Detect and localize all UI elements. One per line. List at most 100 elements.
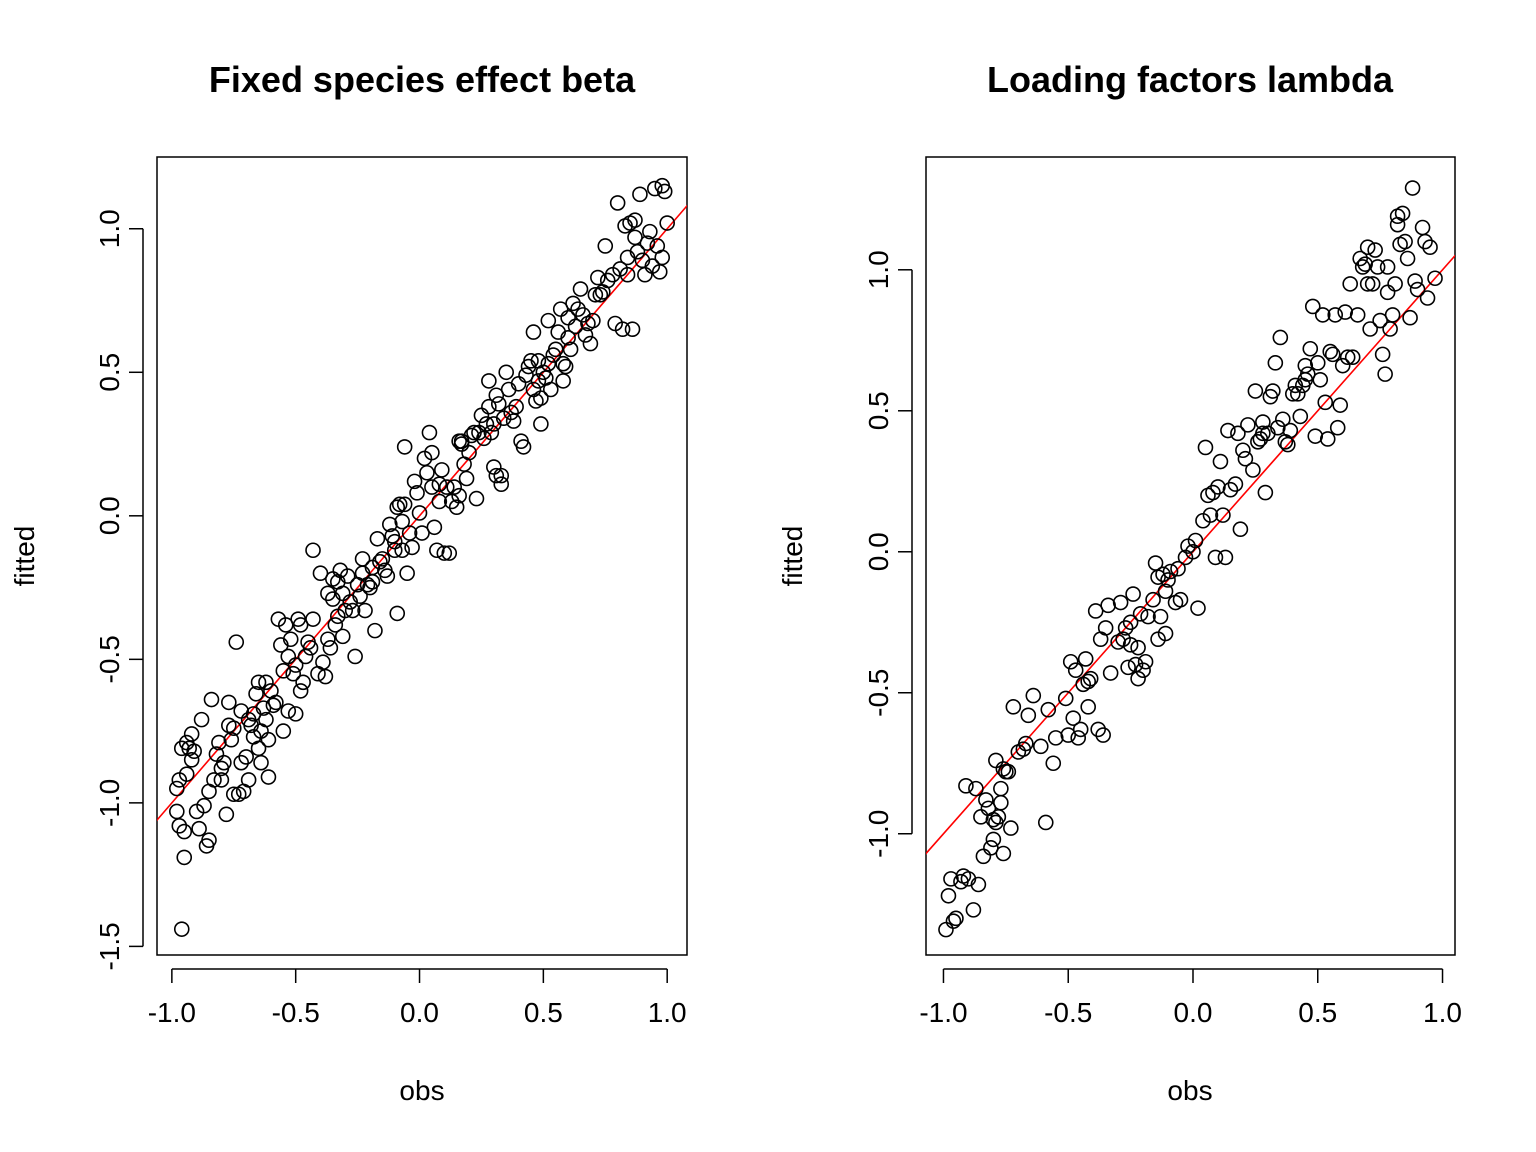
data-point (478, 416, 495, 432)
data-point (434, 462, 450, 478)
data-point (1205, 484, 1221, 501)
plot-frame (156, 156, 688, 956)
data-point (1067, 662, 1084, 679)
x-tick-label: -1.0 (919, 997, 967, 1028)
data-point (191, 820, 207, 837)
data-point (438, 479, 455, 495)
data-point (990, 809, 1007, 825)
data-point (1160, 572, 1176, 588)
data-point (1327, 307, 1344, 323)
data-point (173, 921, 190, 937)
data-point (1245, 462, 1261, 478)
data-point (426, 519, 443, 536)
data-point (414, 525, 430, 541)
data-point (419, 464, 435, 481)
data-point (1250, 433, 1266, 450)
data-point (1090, 721, 1106, 738)
data-point (1309, 355, 1326, 371)
data-point (1172, 591, 1189, 608)
data-point (988, 752, 1004, 769)
data-point (225, 786, 242, 803)
data-point (1247, 383, 1264, 399)
data-point (530, 373, 547, 389)
data-point (352, 588, 368, 604)
data-point (394, 513, 410, 530)
y-tick-label: 1.0 (863, 250, 894, 289)
data-point (305, 542, 321, 559)
data-point (983, 840, 999, 856)
data-point (1100, 597, 1116, 614)
data-point (515, 439, 532, 455)
data-point (1122, 637, 1139, 653)
data-point (275, 663, 292, 679)
data-point (577, 327, 594, 343)
x-axis: -1.0 -0.5 0.0 0.5 1.0 (148, 968, 687, 1028)
data-point (1152, 608, 1169, 625)
data-point (632, 186, 648, 203)
y-tick-label: 0.5 (94, 353, 125, 392)
data-point (255, 700, 272, 716)
data-point (978, 792, 994, 808)
data-point (647, 180, 663, 197)
data-point (372, 553, 388, 570)
data-point (258, 711, 274, 728)
y-tick-label: -1.0 (863, 810, 894, 858)
data-point (627, 212, 643, 228)
data-point (382, 516, 398, 533)
data-point (1257, 484, 1274, 501)
data-point (1197, 439, 1214, 456)
data-point (582, 335, 599, 352)
data-point (1130, 670, 1146, 687)
data-point (389, 499, 406, 516)
data-point (1162, 563, 1179, 580)
data-point (169, 803, 185, 820)
y-axis-label: fitted (777, 526, 808, 587)
data-point (344, 602, 361, 619)
data-point (228, 634, 245, 650)
plot-area: -1.0 -0.5 0.0 0.5 1.0 -1.5 -1.0 -0.5 0.0 0.5 1.0 (94, 156, 688, 1028)
data-point (1374, 346, 1391, 363)
data-point (1032, 738, 1049, 755)
data-point (312, 565, 329, 582)
data-point (1117, 620, 1134, 636)
data-point (1304, 298, 1321, 315)
data-point (1314, 307, 1331, 323)
data-point (940, 887, 957, 904)
data-point (287, 706, 304, 722)
data-point (639, 235, 656, 251)
data-point (357, 602, 373, 619)
data-point (176, 823, 193, 840)
data-point (968, 780, 984, 797)
data-point (486, 459, 502, 475)
data-point (943, 871, 959, 887)
data-point (1077, 651, 1094, 667)
y-axis-label: fitted (9, 526, 40, 587)
data-point (1087, 603, 1104, 619)
data-point (542, 381, 559, 398)
data-point (1394, 205, 1411, 222)
reference-line (926, 254, 1455, 855)
data-point (1135, 662, 1151, 679)
data-point (458, 470, 475, 487)
data-point (1102, 665, 1119, 681)
data-point (975, 848, 992, 865)
data-point (995, 845, 1012, 862)
data-point (483, 424, 500, 441)
data-point (295, 674, 311, 691)
data-point (562, 341, 579, 358)
data-point (315, 654, 331, 671)
data-point (183, 752, 200, 768)
data-point (1362, 321, 1378, 337)
data-point (193, 711, 210, 728)
data-point (399, 565, 415, 582)
data-point (238, 749, 254, 765)
data-point (394, 542, 410, 559)
data-point (597, 238, 614, 254)
data-point (218, 806, 235, 823)
data-point (327, 617, 344, 633)
data-point (488, 387, 505, 404)
data-point (1215, 507, 1231, 523)
data-point (225, 720, 242, 737)
data-point (250, 674, 267, 691)
data-point (599, 272, 616, 289)
